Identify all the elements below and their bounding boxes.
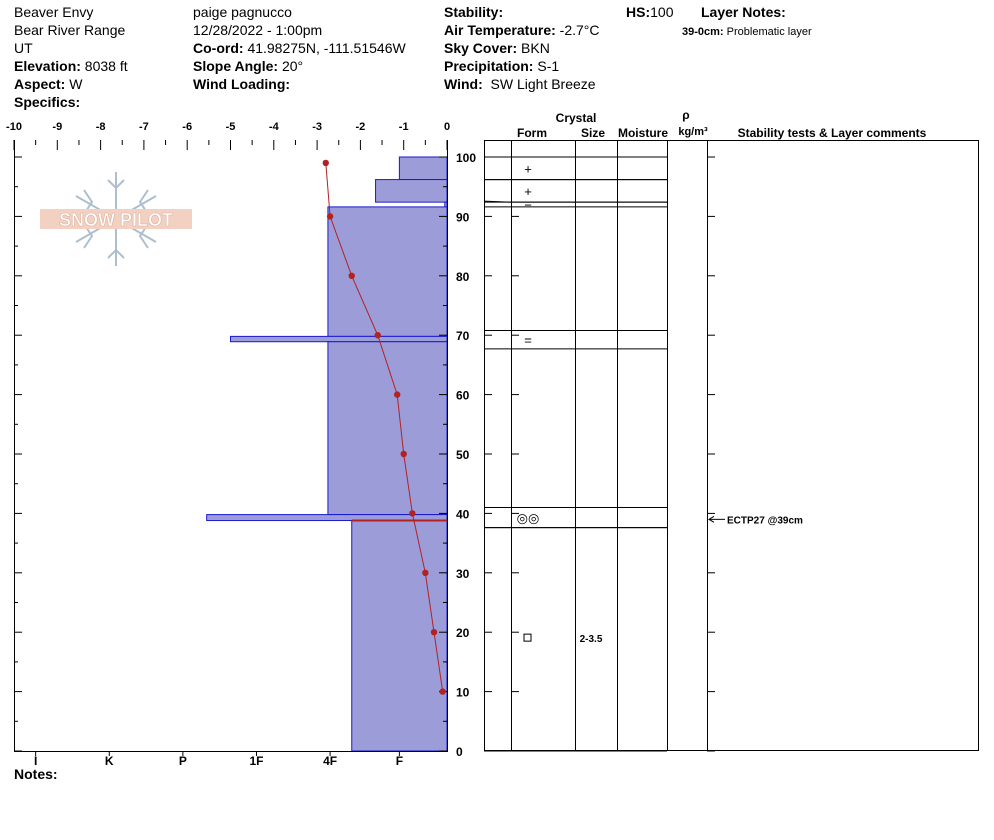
hardness-layer: [230, 335, 448, 343]
form-symbol: =: [524, 333, 532, 348]
header-crystal: Crystal: [556, 111, 597, 125]
snowpilot-logo: SNOW PILOT: [40, 172, 192, 266]
stability-test-label: ECTP27 @39cm: [727, 515, 803, 526]
table-connector: [483, 200, 512, 203]
hardness-layer: [444, 201, 448, 208]
temp-tick-label: -6: [182, 121, 192, 133]
hardness-layer: [351, 520, 448, 752]
stability-tests: ECTP27 @39cm: [708, 515, 803, 526]
specifics-label: Specifics:: [14, 94, 81, 110]
temperature-point: [400, 450, 407, 458]
temperature-line: [325, 162, 444, 692]
form-symbol: +: [524, 161, 532, 176]
hardness-tick-label: 1F: [249, 754, 263, 768]
coordinates: Co-ord: 41.98275N, -111.51546W: [193, 40, 406, 56]
temperature-point: [422, 569, 429, 576]
elevation: Elevation: 8038 ft: [14, 58, 128, 74]
temp-tick-label: -7: [139, 121, 149, 133]
temp-tick-label: -3: [312, 121, 322, 133]
stability: Stability:: [444, 4, 504, 20]
form-symbol: +: [524, 184, 532, 199]
depth-tick-label: 60: [456, 389, 470, 403]
temp-tick-label: 0: [444, 121, 450, 133]
snow-height: HS:100: [626, 4, 674, 20]
aspect: Aspect: W: [14, 76, 83, 92]
depth-tick-label: 50: [456, 448, 470, 462]
depth-tick-label: 90: [456, 210, 470, 224]
observer: paige pagnucco: [193, 4, 292, 20]
air-temperature: Air Temperature: -2.7°C: [444, 22, 600, 38]
depth-tick-label: 40: [456, 507, 470, 521]
precipitation: Precipitation: S-1: [444, 58, 560, 74]
form-symbol: −: [524, 198, 532, 213]
depth-tick-label: 10: [456, 686, 470, 700]
depth-axis: 0 10 20 30 40 50 60 70 80 90 100: [14, 151, 715, 759]
slope-angle: Slope Angle: 20°: [193, 58, 304, 74]
location-name: Beaver Envy: [14, 4, 94, 20]
temp-tick-label: -1: [399, 121, 409, 133]
temperature-point: [326, 213, 334, 220]
datetime: 12/28/2022 - 1:00pm: [193, 22, 323, 38]
hardness-layer: [398, 156, 448, 181]
depth-tick-label: 0: [456, 745, 463, 759]
header-moisture: Moisture: [618, 126, 668, 140]
header-rho: ρ: [682, 108, 689, 122]
wind: Wind: SW Light Breeze: [444, 76, 596, 92]
temperature-point: [439, 688, 446, 695]
temperature-point: [430, 629, 438, 636]
temp-tick-label: -2: [356, 121, 366, 133]
header-size: Size: [581, 126, 605, 140]
layer-table: Crystal Form Size Moisture ρ kg/m³ Stabi…: [483, 108, 979, 752]
hardness-layer: [375, 179, 448, 203]
temp-tick-label: -5: [226, 121, 236, 133]
temp-tick-label: -8: [96, 121, 106, 133]
temperature-point: [322, 159, 329, 167]
temp-tick-label: -9: [52, 121, 62, 133]
temperature-point: [348, 272, 355, 279]
logo-banner: [40, 209, 192, 229]
wind-loading: Wind Loading:: [193, 76, 291, 92]
table-frame: [484, 140, 979, 751]
notes-label: Notes:: [14, 766, 58, 782]
depth-tick-label: 20: [456, 626, 470, 640]
temperature-profile: [322, 159, 446, 695]
temperature-point: [374, 332, 381, 339]
header-form: Form: [517, 126, 547, 140]
header-density-unit: kg/m³: [678, 126, 708, 138]
depth-tick-label: 70: [456, 329, 470, 343]
header-stability: Stability tests & Layer comments: [738, 126, 927, 140]
layer-note: 39-0cm: Problematic layer: [682, 26, 812, 38]
arrow-icon: [708, 515, 715, 523]
hardness-layer: [327, 341, 448, 516]
temperature-point: [409, 510, 416, 517]
hardness-profile: [206, 156, 448, 752]
table-rows: ++−=◎◎2-3.5: [483, 156, 667, 752]
form-symbol: ◎◎: [517, 511, 540, 526]
depth-tick-label: 30: [456, 567, 470, 581]
hardness-tick-label: F: [396, 754, 403, 768]
depth-tick-label: 80: [456, 270, 470, 284]
temp-tick-label: -10: [6, 121, 22, 133]
left-plot-frame: [14, 140, 448, 752]
hardness-layer: [327, 206, 448, 337]
state: UT: [14, 40, 33, 56]
temperature-axis: -10 -9 -8 -7 -6 -5 -4 -3 -2 -1 0: [6, 121, 450, 150]
logo-text: SNOW PILOT: [59, 210, 173, 230]
mountain-range: Bear River Range: [14, 22, 126, 38]
hardness-tick-label: K: [105, 754, 114, 768]
hardness-axis: I K P 1F 4F F: [34, 751, 403, 768]
temperature-point: [394, 391, 401, 398]
temp-tick-label: -4: [269, 121, 280, 133]
hardness-tick-label: P: [179, 754, 187, 768]
crystal-size: 2-3.5: [580, 634, 603, 645]
form-square-icon: [523, 633, 532, 642]
layer-notes-label: Layer Notes:: [701, 4, 786, 20]
depth-tick-label: 100: [456, 151, 476, 165]
hardness-tick-label: I: [34, 754, 37, 768]
hardness-tick-label: 4F: [323, 754, 337, 768]
sky-cover: Sky Cover: BKN: [444, 40, 550, 56]
